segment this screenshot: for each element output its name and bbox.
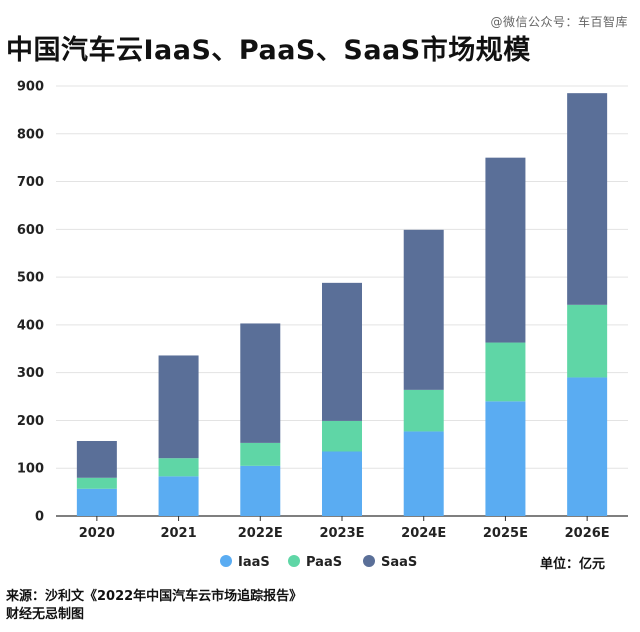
bar-segment-iaas [485, 401, 526, 516]
chart-title: 中国汽车云IaaS、PaaS、SaaS市场规模 [6, 35, 531, 66]
y-tick-label: 700 [17, 175, 44, 190]
legend-label-saas: SaaS [381, 555, 417, 570]
bar-segment-paas [76, 477, 117, 489]
bar-segment-paas [322, 420, 362, 452]
y-tick-label: 500 [17, 271, 44, 286]
x-tick-label: 2021 [160, 526, 196, 541]
bar-segment-saas [158, 355, 199, 459]
y-tick-label: 600 [17, 223, 44, 238]
bar-segment-paas [485, 342, 526, 402]
bar-segment-iaas [567, 377, 608, 516]
bar-segment-paas [567, 304, 608, 378]
x-axis: 2020 2021 2022E 2023E 2024E 2025E 2026E [79, 516, 610, 541]
bar-segment-paas [240, 442, 281, 466]
x-tick-label: 2025E [483, 526, 528, 541]
y-tick-label: 800 [17, 127, 44, 142]
bars [76, 93, 608, 516]
legend: IaaS PaaS SaaS [220, 555, 417, 570]
x-tick-label: 2020 [79, 526, 115, 541]
y-tick-label: 0 [35, 510, 44, 525]
x-tick-label: 2024E [401, 526, 446, 541]
source-note: 来源：沙利文《2022年中国汽车云市场追踪报告》 财经无忌制图 [6, 588, 302, 624]
bar-segment-saas [567, 93, 608, 305]
legend-swatch-paas [288, 555, 300, 567]
y-tick-label: 200 [17, 414, 44, 429]
bar-segment-iaas [322, 451, 362, 516]
source-line: 来源：沙利文《2022年中国汽车云市场追踪报告》 [6, 589, 303, 604]
watermark-text: @微信公众号：车百智库 [490, 15, 628, 29]
legend-swatch-saas [363, 555, 375, 567]
bar-segment-saas [240, 323, 281, 443]
x-tick-label: 2026E [565, 526, 610, 541]
bar-segment-paas [403, 389, 444, 432]
y-tick-label: 400 [17, 318, 44, 333]
y-axis: 0 100 200 300 400 500 600 700 800 900 [17, 80, 44, 525]
legend-swatch-iaas [220, 555, 232, 567]
bar-segment-iaas [76, 488, 117, 516]
bar-segment-iaas [403, 431, 444, 516]
x-tick-label: 2022E [238, 526, 283, 541]
bar-segment-saas [76, 440, 117, 478]
bar-segment-paas [158, 458, 199, 477]
y-tick-label: 100 [17, 462, 44, 477]
credit-line: 财经无忌制图 [6, 607, 85, 622]
legend-label-iaas: IaaS [238, 555, 270, 570]
unit-label: 单位：亿元 [540, 557, 606, 572]
legend-label-paas: PaaS [306, 555, 342, 570]
bar-segment-saas [485, 157, 526, 343]
bar-segment-iaas [158, 476, 199, 516]
y-tick-label: 900 [17, 80, 44, 95]
bar-segment-iaas [240, 465, 281, 516]
x-tick-label: 2023E [319, 526, 364, 541]
y-tick-label: 300 [17, 366, 44, 381]
bar-segment-saas [403, 229, 444, 390]
bar-segment-saas [322, 282, 362, 421]
